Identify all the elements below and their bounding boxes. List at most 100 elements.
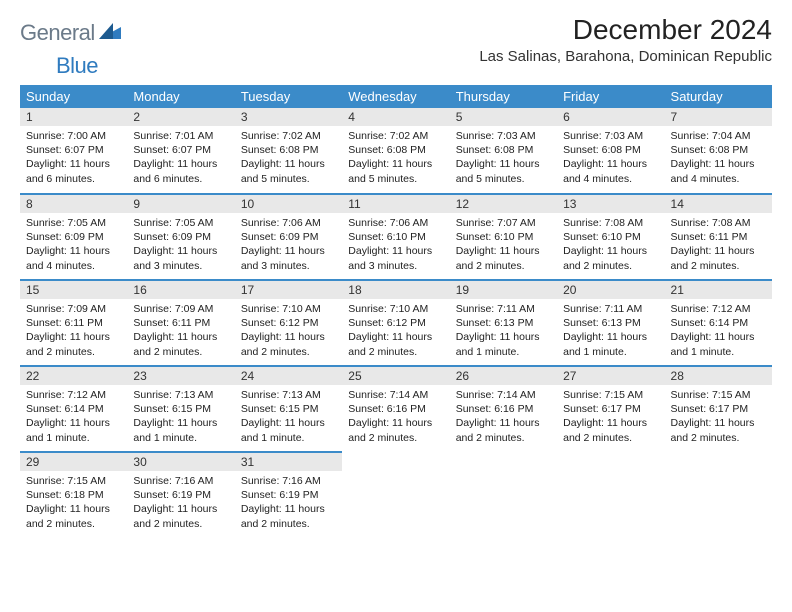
- calendar-day-cell: 24Sunrise: 7:13 AMSunset: 6:15 PMDayligh…: [235, 366, 342, 452]
- sunrise-line: Sunrise: 7:00 AM: [26, 129, 121, 143]
- daylight-line: Daylight: 11 hours and 1 minute.: [133, 416, 228, 444]
- day-details: Sunrise: 7:08 AMSunset: 6:11 PMDaylight:…: [665, 213, 772, 275]
- calendar-week-row: 1Sunrise: 7:00 AMSunset: 6:07 PMDaylight…: [20, 108, 772, 194]
- calendar-day-cell: 8Sunrise: 7:05 AMSunset: 6:09 PMDaylight…: [20, 194, 127, 280]
- daylight-line: Daylight: 11 hours and 2 minutes.: [456, 244, 551, 272]
- daylight-line: Daylight: 11 hours and 1 minute.: [26, 416, 121, 444]
- day-details: Sunrise: 7:02 AMSunset: 6:08 PMDaylight:…: [235, 126, 342, 188]
- calendar-table: SundayMondayTuesdayWednesdayThursdayFrid…: [20, 85, 772, 538]
- day-number: 15: [20, 281, 127, 299]
- day-number: 26: [450, 367, 557, 385]
- daylight-line: Daylight: 11 hours and 2 minutes.: [241, 330, 336, 358]
- sunset-line: Sunset: 6:17 PM: [671, 402, 766, 416]
- sunset-line: Sunset: 6:09 PM: [26, 230, 121, 244]
- sunrise-line: Sunrise: 7:12 AM: [26, 388, 121, 402]
- calendar-day-cell: 10Sunrise: 7:06 AMSunset: 6:09 PMDayligh…: [235, 194, 342, 280]
- calendar-day-cell: 23Sunrise: 7:13 AMSunset: 6:15 PMDayligh…: [127, 366, 234, 452]
- sunset-line: Sunset: 6:17 PM: [563, 402, 658, 416]
- calendar-day-cell: 13Sunrise: 7:08 AMSunset: 6:10 PMDayligh…: [557, 194, 664, 280]
- calendar-day-cell: 19Sunrise: 7:11 AMSunset: 6:13 PMDayligh…: [450, 280, 557, 366]
- calendar-day-cell: 3Sunrise: 7:02 AMSunset: 6:08 PMDaylight…: [235, 108, 342, 194]
- sunset-line: Sunset: 6:19 PM: [241, 488, 336, 502]
- weekday-header: Friday: [557, 85, 664, 108]
- daylight-line: Daylight: 11 hours and 5 minutes.: [241, 157, 336, 185]
- sunset-line: Sunset: 6:08 PM: [456, 143, 551, 157]
- logo-text-general: General: [20, 20, 95, 46]
- calendar-day-cell: 15Sunrise: 7:09 AMSunset: 6:11 PMDayligh…: [20, 280, 127, 366]
- daylight-line: Daylight: 11 hours and 6 minutes.: [133, 157, 228, 185]
- sunrise-line: Sunrise: 7:09 AM: [133, 302, 228, 316]
- day-number: 20: [557, 281, 664, 299]
- calendar-day-cell: 14Sunrise: 7:08 AMSunset: 6:11 PMDayligh…: [665, 194, 772, 280]
- day-details: Sunrise: 7:04 AMSunset: 6:08 PMDaylight:…: [665, 126, 772, 188]
- day-number: 30: [127, 453, 234, 471]
- day-number: 5: [450, 108, 557, 126]
- day-details: Sunrise: 7:03 AMSunset: 6:08 PMDaylight:…: [450, 126, 557, 188]
- sunset-line: Sunset: 6:14 PM: [26, 402, 121, 416]
- sunset-line: Sunset: 6:08 PM: [348, 143, 443, 157]
- sunset-line: Sunset: 6:11 PM: [133, 316, 228, 330]
- day-details: Sunrise: 7:09 AMSunset: 6:11 PMDaylight:…: [127, 299, 234, 361]
- weekday-header: Monday: [127, 85, 234, 108]
- sunset-line: Sunset: 6:13 PM: [563, 316, 658, 330]
- logo-text-blue: Blue: [56, 53, 98, 78]
- calendar-day-cell: 16Sunrise: 7:09 AMSunset: 6:11 PMDayligh…: [127, 280, 234, 366]
- day-details: Sunrise: 7:16 AMSunset: 6:19 PMDaylight:…: [127, 471, 234, 533]
- sunrise-line: Sunrise: 7:05 AM: [26, 216, 121, 230]
- daylight-line: Daylight: 11 hours and 3 minutes.: [241, 244, 336, 272]
- calendar-week-row: 29Sunrise: 7:15 AMSunset: 6:18 PMDayligh…: [20, 452, 772, 538]
- calendar-day-cell: 7Sunrise: 7:04 AMSunset: 6:08 PMDaylight…: [665, 108, 772, 194]
- day-number: 19: [450, 281, 557, 299]
- day-details: Sunrise: 7:06 AMSunset: 6:09 PMDaylight:…: [235, 213, 342, 275]
- daylight-line: Daylight: 11 hours and 1 minute.: [563, 330, 658, 358]
- sunrise-line: Sunrise: 7:16 AM: [133, 474, 228, 488]
- calendar-day-cell: 30Sunrise: 7:16 AMSunset: 6:19 PMDayligh…: [127, 452, 234, 538]
- weekday-header: Wednesday: [342, 85, 449, 108]
- day-details: Sunrise: 7:06 AMSunset: 6:10 PMDaylight:…: [342, 213, 449, 275]
- daylight-line: Daylight: 11 hours and 1 minute.: [456, 330, 551, 358]
- calendar-day-cell: 31Sunrise: 7:16 AMSunset: 6:19 PMDayligh…: [235, 452, 342, 538]
- sunset-line: Sunset: 6:10 PM: [348, 230, 443, 244]
- calendar-day-cell: 17Sunrise: 7:10 AMSunset: 6:12 PMDayligh…: [235, 280, 342, 366]
- sunrise-line: Sunrise: 7:10 AM: [348, 302, 443, 316]
- sunrise-line: Sunrise: 7:12 AM: [671, 302, 766, 316]
- sunset-line: Sunset: 6:11 PM: [671, 230, 766, 244]
- day-number: 29: [20, 453, 127, 471]
- calendar-day-cell: 2Sunrise: 7:01 AMSunset: 6:07 PMDaylight…: [127, 108, 234, 194]
- day-details: Sunrise: 7:10 AMSunset: 6:12 PMDaylight:…: [342, 299, 449, 361]
- sunset-line: Sunset: 6:09 PM: [241, 230, 336, 244]
- logo-mark-icon: [99, 23, 121, 44]
- day-number: 27: [557, 367, 664, 385]
- day-details: Sunrise: 7:02 AMSunset: 6:08 PMDaylight:…: [342, 126, 449, 188]
- day-details: Sunrise: 7:03 AMSunset: 6:08 PMDaylight:…: [557, 126, 664, 188]
- sunrise-line: Sunrise: 7:13 AM: [241, 388, 336, 402]
- day-number: 3: [235, 108, 342, 126]
- day-number: 4: [342, 108, 449, 126]
- day-number: 23: [127, 367, 234, 385]
- calendar-day-cell: 18Sunrise: 7:10 AMSunset: 6:12 PMDayligh…: [342, 280, 449, 366]
- day-details: Sunrise: 7:05 AMSunset: 6:09 PMDaylight:…: [20, 213, 127, 275]
- calendar-empty-cell: [665, 452, 772, 538]
- daylight-line: Daylight: 11 hours and 1 minute.: [241, 416, 336, 444]
- day-number: 8: [20, 195, 127, 213]
- calendar-page: General December 2024 Las Salinas, Barah…: [0, 0, 792, 548]
- daylight-line: Daylight: 11 hours and 1 minute.: [671, 330, 766, 358]
- day-number: 7: [665, 108, 772, 126]
- calendar-day-cell: 11Sunrise: 7:06 AMSunset: 6:10 PMDayligh…: [342, 194, 449, 280]
- weekday-header: Tuesday: [235, 85, 342, 108]
- calendar-day-cell: 1Sunrise: 7:00 AMSunset: 6:07 PMDaylight…: [20, 108, 127, 194]
- daylight-line: Daylight: 11 hours and 4 minutes.: [671, 157, 766, 185]
- day-number: 18: [342, 281, 449, 299]
- day-details: Sunrise: 7:01 AMSunset: 6:07 PMDaylight:…: [127, 126, 234, 188]
- day-number: 12: [450, 195, 557, 213]
- day-details: Sunrise: 7:14 AMSunset: 6:16 PMDaylight:…: [450, 385, 557, 447]
- day-details: Sunrise: 7:14 AMSunset: 6:16 PMDaylight:…: [342, 385, 449, 447]
- day-number: 9: [127, 195, 234, 213]
- sunrise-line: Sunrise: 7:11 AM: [563, 302, 658, 316]
- day-number: 13: [557, 195, 664, 213]
- sunrise-line: Sunrise: 7:03 AM: [563, 129, 658, 143]
- day-details: Sunrise: 7:15 AMSunset: 6:17 PMDaylight:…: [557, 385, 664, 447]
- daylight-line: Daylight: 11 hours and 2 minutes.: [241, 502, 336, 530]
- sunset-line: Sunset: 6:10 PM: [456, 230, 551, 244]
- day-number: 1: [20, 108, 127, 126]
